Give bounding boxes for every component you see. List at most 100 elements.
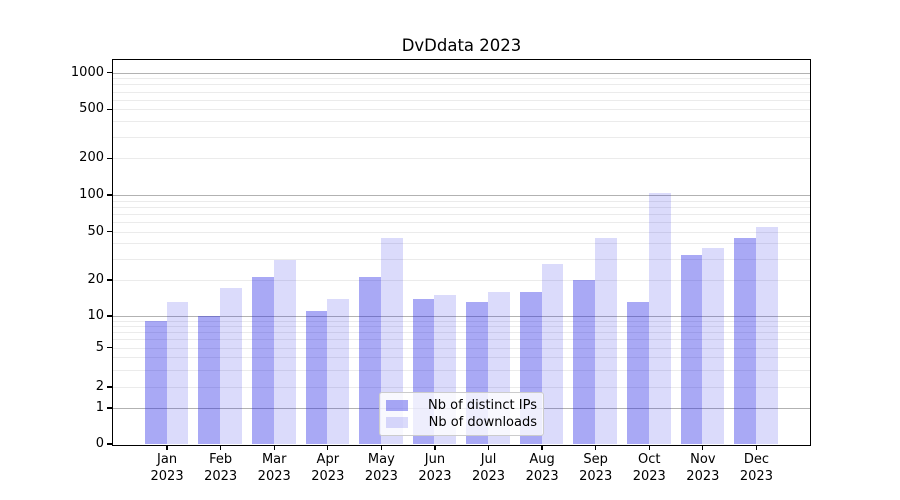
bar-downloads-sep (595, 238, 617, 444)
y-gridline-minor (113, 158, 810, 160)
bar-downloads-oct (648, 192, 671, 444)
bar-downloads-dec (755, 226, 778, 444)
y-gridline-minor (113, 369, 810, 371)
bar-distinct-ips-feb (198, 316, 221, 444)
y-gridline-minor (113, 332, 810, 334)
y-gridline-minor (113, 326, 810, 328)
y-gridline-minor (113, 121, 810, 123)
x-tick-label-jul: Jul 2023 (471, 452, 506, 484)
y-gridline-major (113, 195, 810, 196)
y-tick-label: 1 (95, 400, 104, 415)
x-tick-mark (487, 445, 490, 450)
y-tick-mark (107, 315, 112, 317)
y-tick-mark (107, 194, 112, 196)
x-tick-mark (541, 445, 543, 450)
y-gridline-minor (113, 357, 810, 359)
y-tick-mark (107, 231, 112, 233)
bar-downloads-apr (327, 298, 350, 444)
y-tick-mark (107, 108, 112, 110)
y-gridline-minor (113, 84, 810, 86)
x-tick-mark (220, 445, 222, 450)
y-gridline-minor (113, 231, 810, 233)
y-tick-label: 0 (95, 436, 104, 451)
y-tick-label: 10 (87, 308, 104, 323)
y-gridline-minor (113, 280, 810, 281)
y-tick-label: 2 (95, 379, 104, 394)
bar-downloads-nov (702, 247, 725, 444)
chart-title: DvDdata 2023 (401, 36, 522, 55)
y-gridline-minor (113, 99, 810, 101)
y-gridline-minor (113, 200, 810, 202)
x-tick-mark (434, 445, 436, 450)
x-tick-mark (648, 445, 650, 450)
bar-distinct-ips-nov (680, 255, 703, 444)
x-tick-label-dec: Dec 2023 (739, 452, 773, 484)
x-tick-label-may: May 2023 (364, 452, 398, 484)
y-gridline-minor (113, 387, 810, 388)
legend: Nb of distinct IPs Nb of downloads (379, 392, 544, 436)
x-tick-mark (380, 445, 383, 450)
x-tick-mark (166, 445, 168, 450)
y-tick-label: 5 (95, 339, 104, 355)
y-gridline-minor (113, 258, 810, 260)
x-tick-label-oct: Oct 2023 (632, 452, 666, 484)
x-tick-mark (755, 445, 758, 450)
y-gridline-minor (113, 109, 810, 111)
legend-label-distinct-ips: Nb of distinct IPs (428, 397, 537, 413)
x-tick-label-sep: Sep 2023 (579, 452, 613, 484)
y-tick-mark (107, 386, 112, 388)
y-gridline-minor (113, 213, 810, 215)
y-tick-label: 100 (79, 187, 104, 202)
y-gridline-minor (113, 206, 810, 208)
y-tick-mark (107, 407, 112, 409)
legend-item-downloads: Nb of downloads (385, 414, 537, 431)
y-gridline-minor (113, 136, 810, 138)
x-tick-label-jun: Jun 2023 (418, 452, 452, 484)
y-gridline-minor (113, 243, 810, 245)
x-tick-label-jan: Jan 2023 (150, 452, 184, 484)
legend-swatch-distinct-ips (386, 400, 408, 411)
x-tick-label-nov: Nov 2023 (686, 452, 720, 484)
x-tick-mark (702, 445, 704, 450)
y-tick-label: 20 (87, 272, 104, 287)
y-tick-label: 500 (79, 101, 104, 117)
bar-downloads-mar (273, 260, 296, 444)
legend-swatch-downloads (386, 417, 408, 428)
x-tick-mark (595, 445, 597, 450)
y-gridline-minor (113, 222, 810, 224)
bar-downloads-aug (541, 264, 564, 444)
y-tick-label: 50 (87, 223, 104, 239)
y-tick-label: 200 (79, 150, 104, 166)
x-tick-label-mar: Mar 2023 (257, 452, 291, 484)
y-gridline-minor (113, 91, 810, 93)
bar-distinct-ips-mar (251, 277, 274, 444)
bar-distinct-ips-may (359, 277, 381, 444)
y-gridline-minor (113, 320, 810, 322)
x-tick-label-aug: Aug 2023 (525, 452, 559, 484)
bar-distinct-ips-apr (305, 311, 328, 444)
bar-distinct-ips-sep (573, 280, 596, 444)
x-tick-mark (327, 445, 329, 450)
y-gridline-minor (113, 78, 810, 80)
legend-item-distinct-ips: Nb of distinct IPs (385, 397, 537, 414)
bar-distinct-ips-dec (734, 238, 756, 444)
bar-distinct-ips-jan (144, 320, 167, 444)
y-gridline-minor (113, 339, 810, 341)
y-gridline-major (113, 72, 810, 74)
y-tick-mark (107, 72, 112, 74)
y-tick-mark (107, 157, 112, 159)
y-tick-mark (107, 443, 112, 445)
y-tick-mark (107, 279, 112, 281)
y-tick-label: 1000 (70, 64, 104, 80)
y-gridline-minor (113, 347, 810, 349)
y-gridline-major (113, 316, 810, 317)
bar-distinct-ips-oct (626, 302, 649, 444)
legend-label-downloads: Nb of downloads (428, 414, 537, 430)
x-tick-label-apr: Apr 2023 (311, 452, 345, 484)
y-tick-mark (107, 346, 112, 349)
bar-downloads-feb (220, 288, 242, 444)
bar-downloads-jan (166, 302, 189, 444)
plot-area (112, 59, 811, 446)
x-tick-label-feb: Feb 2023 (204, 452, 238, 484)
